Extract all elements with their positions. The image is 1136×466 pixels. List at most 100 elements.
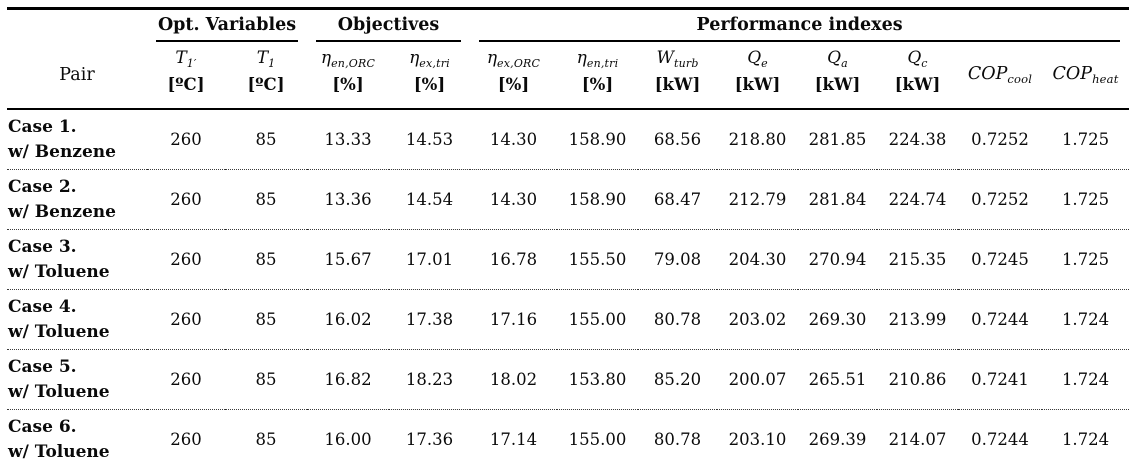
group-header-row: Opt. Variables Objectives Performance in…: [7, 9, 1129, 43]
symbol-eta-en-tri-subscript: en,tri: [586, 56, 619, 70]
results-table: Opt. Variables Objectives Performance in…: [7, 7, 1130, 466]
row-label-case-5: Case 5. w/ Toluene: [7, 350, 147, 410]
column-header-cop-cool: COPcool: [958, 42, 1042, 109]
table-cell: 260: [170, 430, 202, 449]
table-cell: 13.36: [324, 190, 372, 209]
symbol-t1: T: [256, 47, 269, 68]
table-row-case-6: Case 6. w/ Toluene 260 85 16.00 17.36 17…: [7, 409, 1130, 466]
working-fluid: w/ Benzene: [8, 201, 116, 222]
unit-q-e: [kW]: [717, 75, 798, 109]
working-fluid: w/ Toluene: [8, 321, 110, 342]
symbol-q-c: Q: [907, 47, 922, 68]
table-cell: 17.16: [489, 310, 538, 329]
table-cell: 17.14: [489, 430, 538, 449]
table-cell: 85: [255, 130, 277, 149]
table-row-case-5: Case 5. w/ Toluene 260 85 16.82 18.23 18…: [7, 349, 1130, 410]
table-cell: 80.78: [653, 310, 702, 329]
table-cell: 155.00: [568, 430, 627, 449]
symbol-eta-en-orc: η: [320, 47, 332, 68]
column-header-cop-heat: COPheat: [1042, 42, 1129, 109]
unit-label: [%]: [413, 75, 446, 94]
table-cell: 18.02: [489, 370, 538, 389]
table-cell: 0.7245: [971, 250, 1029, 269]
unit-label: [kW]: [654, 75, 701, 94]
table-cell: 17.38: [405, 310, 454, 329]
table-cell: 14.54: [405, 190, 454, 209]
table-cell: 200.07: [728, 370, 787, 389]
table-cell: 203.10: [728, 430, 787, 449]
pair-column-spacer: [7, 9, 147, 43]
table-cell: 14.30: [489, 130, 538, 149]
symbol-q-c-subscript: c: [921, 56, 928, 70]
table-row-case-4: Case 4. w/ Toluene 260 85 16.02 17.38 17…: [7, 289, 1130, 350]
column-header-eta-ex-orc: ηex,ORC: [470, 42, 557, 75]
table-cell: 16.00: [324, 430, 372, 449]
table-cell: 269.30: [808, 310, 867, 329]
symbol-cop-cool-subscript: cool: [1007, 72, 1033, 86]
table-cell: 224.74: [888, 190, 947, 209]
column-header-pair: Pair: [59, 65, 95, 85]
case-name: Case 3.: [8, 236, 77, 257]
table-cell: 79.08: [653, 250, 702, 269]
table-cell: 1.725: [1061, 250, 1110, 269]
symbol-eta-ex-tri-subscript: ex,tri: [419, 56, 450, 70]
symbol-eta-en-orc-subscript: en,ORC: [331, 56, 376, 70]
table-cell: 0.7252: [971, 130, 1029, 149]
table-cell: 1.724: [1061, 310, 1110, 329]
table-cell: 158.90: [568, 190, 627, 209]
table-cell: 85: [255, 430, 277, 449]
unit-header-row: [ºC] [ºC] [%] [%] [%] [%] [kW] [kW] [kW]…: [7, 75, 1129, 109]
table-cell: 269.39: [808, 430, 867, 449]
unit-label: [%]: [581, 75, 614, 94]
row-label-case-4: Case 4. w/ Toluene: [7, 290, 147, 350]
table-cell: 85: [255, 250, 277, 269]
symbol-q-a: Q: [827, 47, 842, 68]
column-header-eta-en-tri: ηen,tri: [557, 42, 638, 75]
table-row-case-1: Case 1. w/ Benzene 260 85 13.33 14.53 14…: [7, 109, 1129, 170]
symbol-cop-heat: COPheat: [1053, 64, 1119, 86]
unit-label: [kW]: [734, 75, 781, 94]
table-cell: 210.86: [888, 370, 947, 389]
table-cell: 281.85: [808, 130, 867, 149]
table-cell: 16.82: [324, 370, 372, 389]
symbol-t1prime: T: [175, 47, 187, 68]
table-cell: 153.80: [568, 370, 627, 389]
row-label-case-6: Case 6. w/ Toluene: [7, 410, 147, 466]
table-cell: 17.36: [405, 430, 454, 449]
table-cell: 260: [170, 190, 202, 209]
table-body: Case 1. w/ Benzene 260 85 13.33 14.53 14…: [7, 109, 1130, 466]
table-cell: 68.56: [653, 130, 702, 149]
working-fluid: w/ Toluene: [8, 381, 110, 402]
table-cell: 85: [255, 190, 277, 209]
table-cell: 215.35: [888, 250, 947, 269]
table-cell: 0.7241: [971, 370, 1029, 389]
working-fluid: w/ Benzene: [8, 141, 116, 162]
column-header-eta-ex-tri: ηex,tri: [389, 42, 470, 75]
column-header-q-e: Qe: [717, 42, 798, 75]
table-cell: 0.7244: [971, 310, 1029, 329]
unit-q-a: [kW]: [798, 75, 877, 109]
table-cell: 212.79: [728, 190, 787, 209]
case-name: Case 5.: [8, 356, 77, 377]
table-cell: 260: [170, 250, 202, 269]
unit-label: [ºC]: [167, 75, 205, 94]
table-header: Opt. Variables Objectives Performance in…: [7, 9, 1130, 109]
case-name: Case 2.: [8, 176, 77, 197]
group-label-objectives: Objectives: [316, 14, 462, 42]
symbol-q-e: Q: [747, 47, 762, 68]
column-header-eta-en-orc: ηen,ORC: [307, 42, 389, 75]
symbol-cop-heat-subscript: heat: [1092, 72, 1119, 86]
column-header-w-turb: Wturb: [638, 42, 717, 75]
table-cell: 213.99: [888, 310, 947, 329]
table-cell: 85: [255, 370, 277, 389]
case-name: Case 4.: [8, 296, 77, 317]
unit-label: [%]: [332, 75, 364, 94]
group-header-objectives: Objectives: [307, 9, 470, 42]
row-label-case-1: Case 1. w/ Benzene: [7, 109, 147, 170]
paper-table-figure: Opt. Variables Objectives Performance in…: [7, 7, 1130, 466]
table-cell: 68.47: [653, 190, 702, 209]
column-header-t1prime: T1′: [147, 42, 225, 75]
table-cell: 1.724: [1061, 430, 1110, 449]
table-cell: 155.50: [568, 250, 627, 269]
group-label-opt-variables: Opt. Variables: [156, 14, 299, 42]
